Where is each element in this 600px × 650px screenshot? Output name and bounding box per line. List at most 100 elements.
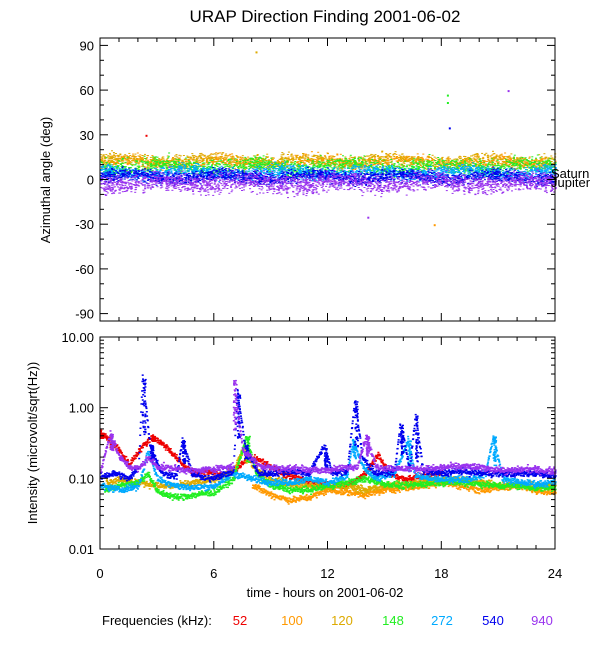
az-point-100 [351, 163, 354, 165]
az-point-148 [526, 160, 529, 161]
az-point-148 [541, 161, 544, 163]
az-point-148 [319, 161, 322, 163]
az-point-100 [501, 161, 504, 163]
az-point-120 [119, 153, 122, 155]
az-point-120 [123, 157, 126, 159]
az-point-148 [419, 159, 422, 160]
az-point-100 [358, 159, 361, 160]
az-point-100 [120, 158, 123, 160]
az-point-100 [216, 157, 219, 159]
az-point-120 [379, 164, 382, 165]
az-point-120 [145, 159, 148, 161]
az-point-148 [428, 154, 431, 155]
az-point-148 [386, 170, 389, 172]
az-point-120 [419, 157, 422, 158]
az-point-100 [167, 165, 170, 167]
az-point-148 [441, 160, 444, 162]
az-point-120 [242, 161, 245, 163]
az-point-100 [476, 153, 479, 155]
az-point-148 [373, 162, 376, 164]
az-point-120 [409, 159, 412, 161]
az-point-100 [547, 162, 550, 164]
az-point-120 [328, 157, 331, 159]
az-point-148 [423, 168, 426, 170]
az-point-120 [419, 165, 422, 166]
az-point-100 [313, 164, 315, 166]
az-point-120 [225, 153, 228, 155]
az-point-148 [383, 159, 386, 161]
az-point-120 [141, 155, 144, 156]
az-point-148 [160, 166, 163, 168]
az-point-100 [129, 160, 132, 162]
az-point-100 [469, 161, 472, 163]
az-point-120 [495, 155, 498, 157]
az-point-120 [431, 164, 434, 166]
az-point-120 [199, 153, 202, 155]
az-point-100 [341, 158, 344, 160]
az-point-120 [113, 158, 116, 160]
az-point-120 [153, 159, 155, 161]
az-point-120 [302, 162, 305, 164]
az-point-120 [282, 154, 285, 156]
az-point-148 [207, 163, 210, 165]
az-point-100 [209, 157, 212, 159]
az-point-148 [158, 161, 161, 163]
az-point-100 [132, 153, 135, 155]
az-point-120 [263, 158, 266, 160]
az-point-100 [182, 167, 185, 169]
az-point-120 [271, 158, 274, 160]
az-point-120 [481, 158, 484, 160]
az-point-148 [522, 162, 524, 164]
az-point-120 [376, 156, 379, 158]
az-point-148 [211, 159, 214, 161]
az-point-148 [342, 163, 345, 165]
az-point-120 [315, 155, 318, 157]
az-point-120 [260, 164, 263, 166]
az-point-120 [280, 154, 283, 156]
az-point-120 [475, 153, 478, 155]
az-point-148 [359, 156, 362, 158]
az-point-148 [372, 168, 375, 169]
az-point-120 [157, 162, 160, 164]
az-point-148 [121, 158, 124, 159]
az-point-100 [115, 157, 118, 159]
az-point-148 [187, 160, 190, 162]
az-point-120 [535, 166, 538, 168]
az-point-120 [312, 158, 315, 160]
az-point-148 [244, 162, 247, 163]
az-point-148 [261, 163, 264, 165]
az-point-120 [238, 160, 241, 162]
az-point-148 [379, 159, 382, 161]
az-point-120 [369, 158, 372, 160]
az-point-120 [540, 159, 543, 161]
az-point-100 [417, 158, 420, 160]
az-point-100 [138, 162, 141, 164]
az-point-120 [476, 158, 479, 160]
az-point-148 [415, 168, 418, 170]
az-point-120 [290, 153, 293, 155]
az-point-100 [481, 161, 484, 163]
az-point-120 [416, 157, 419, 159]
az-point-120 [487, 164, 490, 166]
az-point-100 [401, 160, 404, 162]
az-point-120 [222, 157, 225, 159]
az-point-120 [102, 154, 105, 156]
az-point-120 [478, 159, 481, 161]
az-point-100 [373, 163, 375, 165]
az-point-120 [320, 156, 323, 158]
az-point-148 [422, 164, 425, 166]
az-point-120 [108, 158, 111, 160]
az-point-148 [336, 159, 339, 161]
az-point-100 [427, 164, 430, 166]
az-point-100 [186, 161, 189, 163]
az-point-100 [391, 163, 393, 165]
az-point-100 [447, 160, 450, 162]
az-point-100 [292, 160, 295, 162]
az-point-148 [210, 165, 213, 167]
az-point-100 [236, 164, 239, 166]
az-point-120 [435, 157, 438, 159]
az-point-120 [124, 154, 127, 156]
az-point-148 [254, 162, 257, 164]
az-point-148 [185, 157, 188, 159]
az-point-120 [113, 155, 116, 156]
